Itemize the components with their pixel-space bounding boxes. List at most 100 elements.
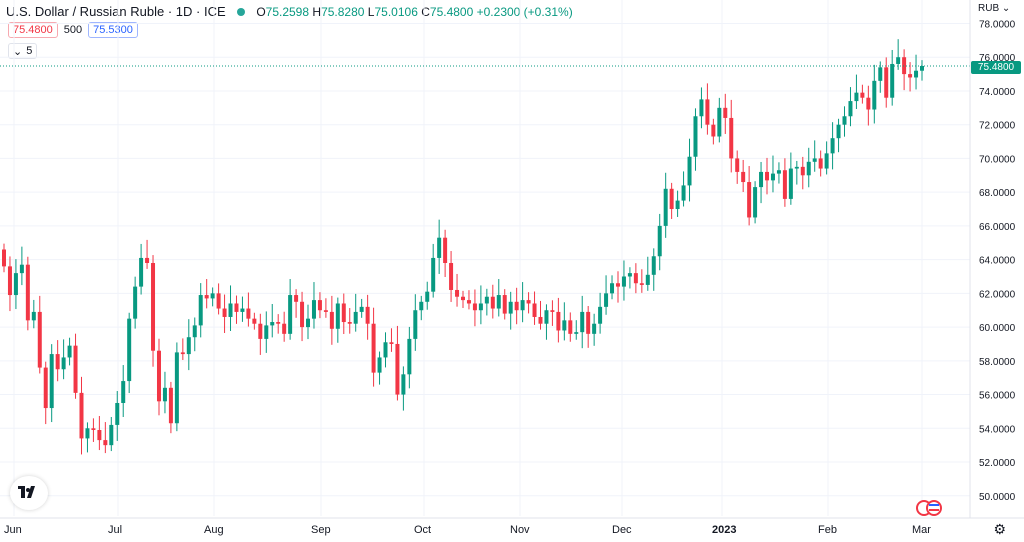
candle-up (753, 187, 758, 218)
price-tick-label: 62.0000 (979, 289, 1016, 300)
candle-down (639, 283, 644, 285)
candle-down (747, 182, 752, 218)
time-tick-label: Oct (414, 524, 431, 536)
candle-down (461, 296, 465, 301)
candle-down (216, 293, 221, 309)
candle-down (866, 97, 871, 110)
ohlc-values: O75.2598 H75.8280 L75.0106 C75.4800 +0.2… (256, 5, 573, 19)
candle-down (455, 289, 460, 297)
time-tick-label: Sep (311, 524, 331, 536)
candle-up (437, 237, 442, 258)
spread-value: 500 (63, 24, 83, 36)
candle-up (562, 320, 567, 331)
candle-down (449, 263, 454, 290)
candle-down (818, 158, 823, 169)
candle-up (401, 374, 406, 395)
candle-down (532, 303, 537, 317)
currency-flags-icon[interactable] (915, 500, 943, 516)
candle-up (425, 291, 430, 302)
candle-up (383, 342, 388, 358)
candle-up (824, 153, 829, 169)
candle-down (323, 310, 328, 312)
candle-down (55, 354, 60, 370)
candle-down (43, 367, 48, 409)
price-tick-label: 78.0000 (979, 19, 1016, 30)
candle-down (317, 300, 322, 311)
symbol-title[interactable]: U.S. Dollar / Russian Ruble · 1D · ICE (6, 4, 226, 19)
price-tick-label: 64.0000 (979, 256, 1016, 267)
candle-down (258, 323, 263, 339)
candle-up (431, 257, 436, 292)
time-axis[interactable]: Jun Jul Aug Sep Oct Nov Dec 2023 Feb Mar (4, 524, 931, 536)
candle-up (413, 310, 418, 339)
candle-up (198, 295, 203, 326)
candle-up (478, 303, 483, 311)
candle-down (73, 345, 78, 393)
candle-down (91, 428, 96, 430)
time-tick-label: Mar (912, 524, 931, 536)
market-status-dot (236, 8, 245, 17)
time-tick-label: Nov (510, 524, 530, 536)
candle-up (353, 311, 358, 324)
indicators-toggle[interactable]: ⌄ 5 (8, 43, 38, 59)
candle-up (759, 171, 764, 188)
candle-up (770, 173, 775, 181)
price-tick-label: 54.0000 (979, 424, 1016, 435)
gear-icon[interactable]: ⚙ (993, 521, 1006, 537)
bid-price[interactable]: 75.4800 (8, 22, 58, 38)
last-price-badge: 75.4800 (971, 61, 1021, 74)
candle-down (586, 311, 591, 334)
candle-down (252, 318, 257, 324)
candle-up (580, 311, 585, 333)
candle-up (681, 185, 686, 201)
candle-up (186, 337, 191, 355)
currency-selector[interactable]: RUB ⌄ (978, 3, 1011, 14)
candle-up (699, 99, 704, 117)
candle-down (669, 188, 674, 210)
candle-up (878, 67, 883, 81)
candle-up (19, 264, 24, 274)
price-tick-label: 50.0000 (979, 492, 1016, 503)
candle-down (729, 117, 734, 159)
candle-up (806, 161, 811, 176)
candle-up (776, 170, 781, 174)
candle-up (687, 156, 692, 186)
ask-price[interactable]: 75.5300 (88, 22, 138, 38)
price-tick-label: 68.0000 (979, 188, 1016, 199)
candle-up (484, 296, 489, 304)
candle-up (228, 303, 233, 317)
candle-down (365, 306, 370, 324)
candle-down (389, 342, 394, 344)
candle-down (741, 171, 746, 183)
candle-up (270, 322, 275, 326)
candle-down (550, 310, 555, 312)
time-tick-label: Jul (108, 524, 122, 536)
candle-down (151, 263, 156, 351)
change-value: +0.2300 (+0.31%) (476, 5, 573, 19)
tradingview-logo[interactable] (10, 476, 48, 510)
candle-up (657, 225, 662, 257)
candle-down (723, 107, 728, 118)
candle-down (782, 170, 787, 199)
time-tick-label: Feb (818, 524, 837, 536)
candle-up (407, 338, 412, 375)
candle-up (31, 311, 36, 321)
candle-up (627, 273, 632, 277)
candle-down (180, 352, 185, 355)
candle-down (168, 387, 173, 424)
candle-up (288, 295, 293, 334)
candle-up (306, 318, 311, 328)
candle-up (812, 158, 817, 162)
candle-up (496, 295, 501, 309)
candle-down (37, 311, 42, 368)
candle-up (675, 200, 680, 210)
price-tick-label: 58.0000 (979, 357, 1016, 368)
candle-up (663, 188, 668, 226)
candle-down (466, 300, 471, 304)
price-axis[interactable]: 78.0000 76.0000 74.0000 72.0000 70.0000 68.00… (979, 19, 1016, 502)
candle-down (97, 429, 102, 441)
candle-up (604, 293, 609, 307)
candle-up (651, 256, 656, 275)
candle-up (693, 116, 698, 157)
